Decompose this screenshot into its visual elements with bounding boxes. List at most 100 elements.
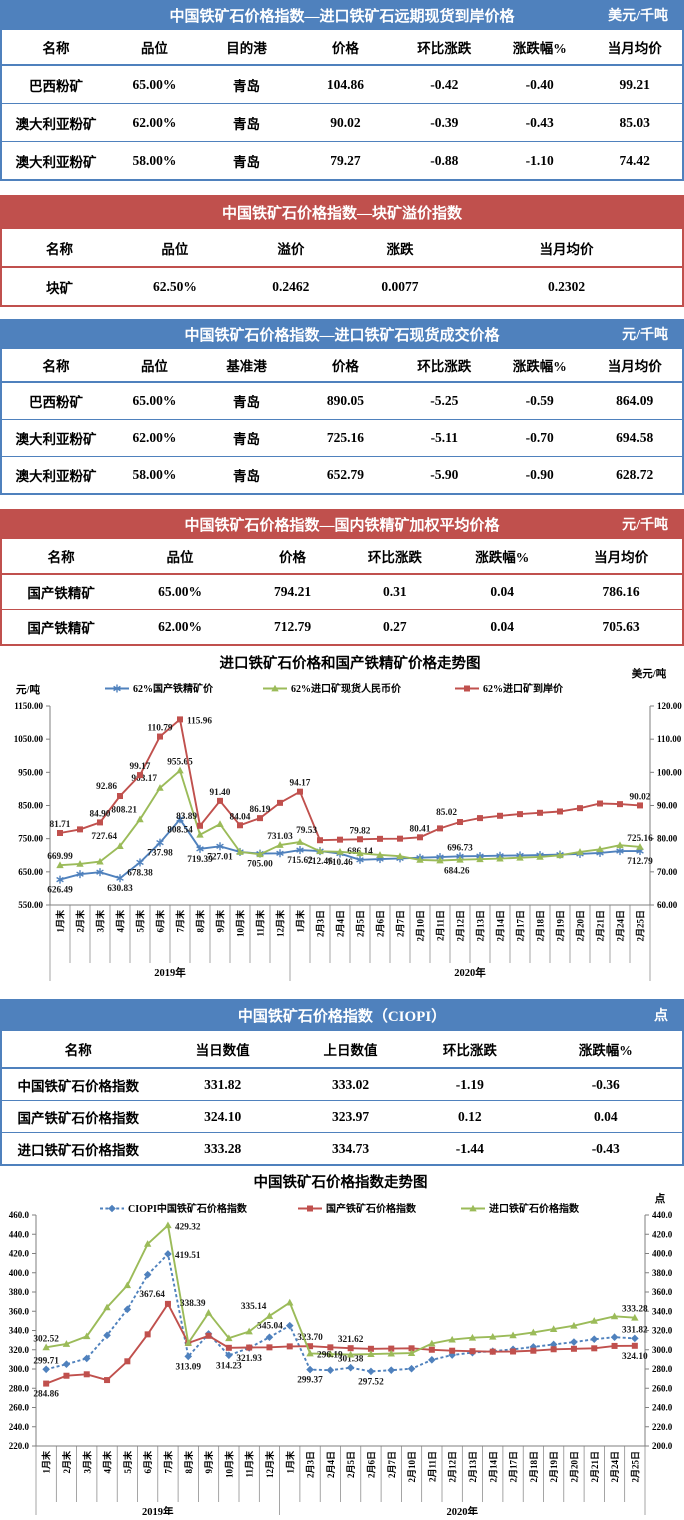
category-label: 2月12日: [448, 1451, 458, 1483]
table-cell: 青岛: [198, 381, 295, 420]
table-row: 国产铁精矿 65.00% 794.21 0.31 0.04 786.16: [1, 573, 683, 610]
point-label: 314.23: [216, 1361, 242, 1371]
table-cell: 864.09: [587, 381, 683, 420]
triangle-marker: [236, 848, 244, 855]
table-header-row: 名称 品位 基准港 价格 环比涨跌 涨跌幅% 当月均价: [1, 349, 683, 383]
triangle-marker: [631, 1313, 639, 1321]
table-cell: 块矿: [1, 266, 117, 306]
triangle-marker: [83, 1332, 91, 1340]
year-label: 2020年: [454, 966, 486, 979]
category-label: 2月10日: [407, 1451, 417, 1483]
legend-item: CIOPI中国铁矿石价格指数: [100, 1202, 248, 1215]
square-marker: [257, 815, 263, 822]
diamond-marker: [306, 1365, 314, 1374]
left-tick-label: 650.00: [18, 867, 43, 877]
square-marker: [286, 1343, 293, 1350]
point-label: 737.98: [147, 849, 173, 859]
square-marker: [428, 1346, 435, 1353]
category-label: 2月6日: [376, 910, 386, 937]
category-label: 2月13日: [468, 1451, 478, 1483]
column-header: 上日数值: [290, 1031, 411, 1069]
column-header: 价格: [294, 349, 397, 383]
chart-title: 中国铁矿石价格指数走势图: [254, 1173, 428, 1191]
point-label: 903.17: [131, 774, 157, 784]
year-label: 2019年: [142, 1505, 174, 1515]
table-cell: 62.50%: [116, 266, 233, 306]
table-cell: 青岛: [198, 419, 295, 457]
star-marker: [216, 843, 224, 849]
left-tick-label: 360.0: [9, 1306, 30, 1316]
column-header: 当日数值: [154, 1031, 291, 1069]
category-label: 2月24日: [610, 1451, 620, 1483]
category-label: 2月25日: [636, 910, 646, 942]
triangle-marker: [636, 843, 644, 850]
star-marker: [116, 875, 124, 881]
category-label: 2月3日: [306, 1451, 316, 1478]
table-cell: 794.21: [239, 573, 346, 610]
triangle-marker: [407, 1349, 416, 1357]
triangle-marker: [56, 861, 64, 869]
right-tick-label: 100.00: [657, 767, 682, 777]
point-label: 727.64: [91, 832, 117, 842]
table-cell: -1.10: [492, 141, 588, 180]
table-cell: -0.43: [492, 103, 588, 142]
square-marker: [577, 805, 583, 812]
point-label: 79.82: [350, 826, 371, 836]
legend: CIOPI中国铁矿石价格指数 国产铁矿石价格指数 进口铁矿石价格指数: [100, 1202, 580, 1215]
triangle-marker: [123, 1281, 132, 1289]
point-label: 321.93: [236, 1354, 262, 1364]
point-label: 367.64: [139, 1290, 165, 1300]
table-unit: 美元/千吨: [608, 9, 668, 24]
point-label: 684.26: [444, 866, 470, 876]
right-tick-label: 90.00: [657, 801, 678, 811]
table-cell: 国产铁精矿: [1, 573, 121, 610]
right-tick-label: 60.00: [657, 900, 678, 910]
table-cell: 65.00%: [110, 381, 199, 420]
triangle-marker: [556, 851, 564, 859]
category-label: 6月末: [155, 909, 166, 933]
left-tick-label: 1050.00: [14, 734, 44, 744]
diamond-marker: [407, 1364, 416, 1373]
point-label: 79.53: [296, 826, 317, 836]
table-row: 巴西粉矿 65.00% 青岛 104.86 -0.42 -0.40 99.21: [1, 64, 683, 104]
triangle-marker: [436, 856, 444, 864]
triangle-marker: [42, 1343, 50, 1351]
category-label: 9月末: [203, 1450, 214, 1474]
table-cell: 62.00%: [120, 609, 240, 645]
category-label: 5月末: [122, 1450, 133, 1474]
triangle-marker: [216, 820, 224, 827]
data-table: 名称 品位 价格 环比涨跌 涨跌幅% 当月均价 国产铁精矿 65.00% 794.21 0.31 0…: [0, 539, 684, 646]
point-label: 313.09: [175, 1362, 201, 1372]
point-label: 85.02: [436, 808, 457, 818]
point-label: 94.17: [290, 779, 311, 789]
square-marker: [327, 1344, 334, 1351]
category-label: 2月末: [61, 1450, 72, 1474]
table-cell: 进口铁矿石价格指数: [1, 1132, 155, 1165]
square-marker: [217, 797, 223, 804]
triangle-marker: [346, 1350, 355, 1358]
left-tick-label: 950.00: [18, 767, 43, 777]
square-marker: [43, 1380, 50, 1387]
diamond-marker: [143, 1270, 152, 1279]
series-1: 669.99 727.64 808.21 903.17 955.65 731.03 710.…: [47, 757, 653, 876]
chart-import-vs-domestic-price-trend: 进口铁矿石价格和国产铁精矿价格走势图 元/吨 美元/吨 1150.00 120.00 10…: [0, 651, 684, 996]
data-table: 名称 品位 目的港 价格 环比涨跌 涨跌幅% 当月均价 巴西粉矿 65.00% 青岛 104.86-…: [0, 30, 684, 181]
triangle-marker: [468, 1333, 477, 1341]
point-label: 338.39: [180, 1299, 206, 1309]
table-import-spot-transaction-price: 中国铁矿石价格指数—进口铁矿石现货成交价格 元/千吨 名称 品位 基准港 价格 环比涨跌…: [0, 319, 684, 495]
category-label: 12月末: [264, 1450, 275, 1478]
point-label: 321.62: [338, 1335, 364, 1345]
series-line: [59, 768, 641, 867]
x-axis-labels: 1月末 2月末 3月末 4月末 5月末 6月末 7月末 8月末 9月末 10月末 11月末 12月末 1…: [35, 1446, 646, 1502]
table-unit: 点: [654, 1009, 668, 1024]
column-header: 名称: [1, 229, 117, 268]
category-label: 4月末: [102, 1450, 113, 1474]
triangle-marker: [76, 860, 84, 867]
square-marker: [637, 802, 643, 809]
table-cell: 0.0077: [348, 266, 452, 306]
category-label: 2月13日: [476, 910, 486, 942]
left-tick-label: 240.0: [9, 1422, 30, 1432]
point-label: 719.39: [187, 855, 213, 865]
triangle-marker: [245, 1327, 253, 1335]
